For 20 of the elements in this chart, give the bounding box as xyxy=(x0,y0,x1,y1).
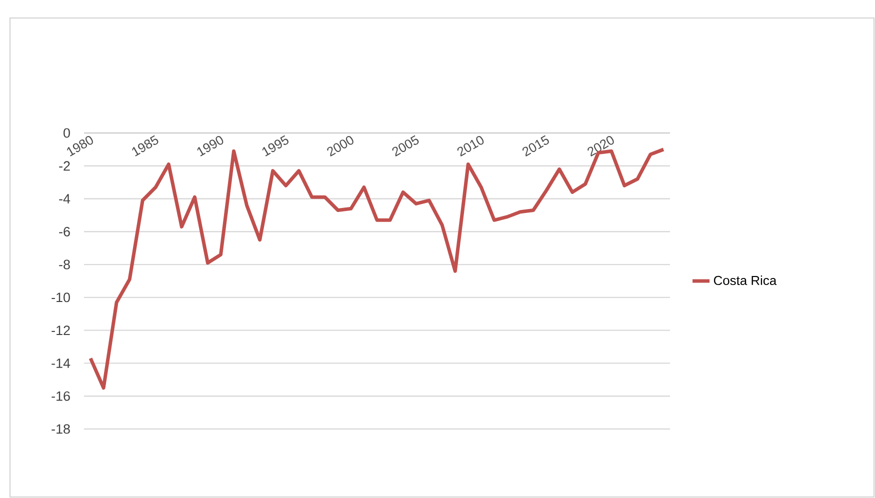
y-tick-label: -18 xyxy=(52,424,70,434)
legend-label: Costa Rica xyxy=(714,276,777,286)
y-tick-label: -6 xyxy=(59,226,70,236)
x-tick-label: 1990 xyxy=(197,136,224,156)
y-tick-label: -12 xyxy=(52,326,70,336)
y-tick-label: -10 xyxy=(52,292,70,302)
x-tick-label: 1995 xyxy=(262,135,288,156)
y-tick-label: -8 xyxy=(59,260,70,270)
y-tick-label: -14 xyxy=(52,358,70,368)
x-tick-label: 2020 xyxy=(588,136,614,157)
y-tick-label: -4 xyxy=(59,194,70,204)
x-tick-label: 2010 xyxy=(457,136,484,157)
x-tick-label: 2000 xyxy=(327,136,354,157)
y-tick-label: -16 xyxy=(52,391,70,401)
x-tick-label: 2015 xyxy=(522,135,549,157)
x-tick-label: 2005 xyxy=(392,135,419,157)
x-tick-label: 1985 xyxy=(132,135,158,156)
y-tick-label: -2 xyxy=(59,161,70,171)
y-tick-label: 0 xyxy=(64,128,70,138)
x-tick-label: 1980 xyxy=(66,136,93,156)
